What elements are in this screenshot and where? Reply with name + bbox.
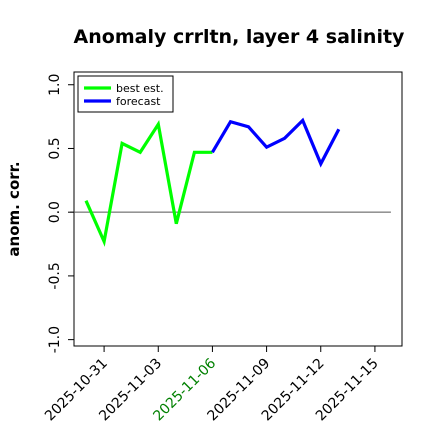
plot-area — [70, 71, 403, 347]
series-line-2 — [211, 117, 341, 168]
series-layer — [84, 117, 341, 247]
y-tick-label: -1.0 — [47, 326, 63, 353]
plot-frame — [73, 71, 403, 347]
y-axis-title: anom. corr. — [5, 161, 23, 256]
y-tick-label: -0.5 — [47, 262, 63, 289]
legend-label-1: best est. — [116, 82, 164, 95]
y-tick-label: 0.0 — [47, 201, 63, 223]
series-line-1 — [84, 120, 213, 247]
legend-box — [77, 75, 174, 113]
legend: best est.forecast — [77, 75, 174, 113]
legend-label-2: forecast — [116, 95, 161, 108]
y-tick-label: 0.5 — [47, 137, 63, 159]
chart-title: Anomaly crrltn, layer 4 salinity — [73, 26, 405, 48]
y-tick-label: 1.0 — [47, 74, 63, 96]
